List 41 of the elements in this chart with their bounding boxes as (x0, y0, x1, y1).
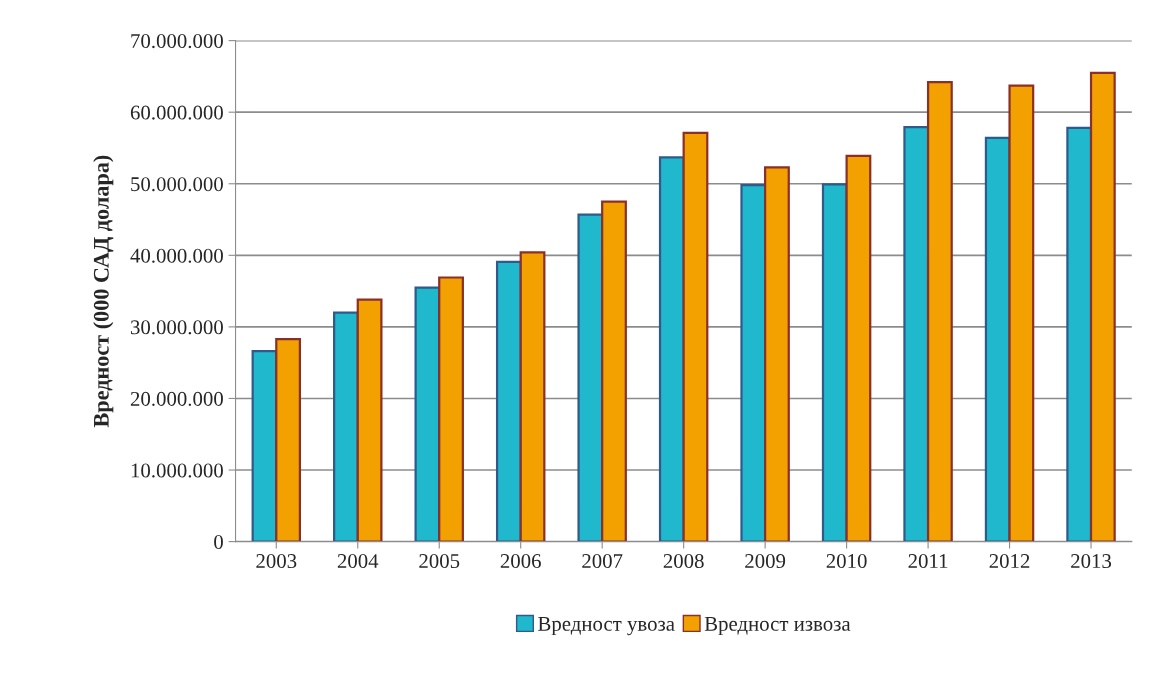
x-tick-label: 2007 (582, 554, 623, 569)
x-tick-label: 2003 (256, 554, 297, 569)
bar (275, 337, 302, 542)
y-tick-label: 40.000.000 (130, 248, 223, 263)
y-axis-title: Вредност (000 САД долара) (93, 155, 114, 428)
bar (577, 213, 604, 542)
bar (495, 260, 522, 542)
x-tick-label: 2005 (419, 554, 460, 569)
bar (356, 298, 383, 542)
x-tick-label: 2008 (663, 554, 704, 569)
bar (926, 81, 953, 542)
y-tick-label: 60.000.000 (130, 105, 223, 120)
y-tick-label: 30.000.000 (130, 320, 223, 335)
y-tick-label: 50.000.000 (131, 177, 223, 192)
x-tick-label: 2011 (908, 554, 948, 569)
bar (519, 251, 546, 542)
x-tick-label: 2013 (1071, 554, 1112, 569)
bar (333, 311, 359, 542)
x-tick-label: 2006 (500, 554, 541, 569)
bar (1066, 126, 1093, 542)
bar (740, 184, 767, 542)
bar (764, 166, 790, 542)
bar (1008, 84, 1035, 542)
x-tick-label: 2012 (989, 554, 1030, 569)
legend-label: Вредност увоза (538, 617, 675, 636)
x-tick-label: 2009 (745, 554, 786, 569)
bar (601, 200, 627, 542)
y-tick-label: 70.000.000 (131, 33, 223, 49)
bar (682, 131, 709, 542)
bar (658, 156, 685, 542)
bar (845, 154, 872, 542)
legend-label: Вредност извоза (704, 617, 851, 636)
y-tick-label: 0 (214, 534, 223, 550)
x-tick-label: 2004 (337, 554, 379, 569)
bar (414, 286, 441, 542)
bar (438, 276, 464, 542)
bar (903, 126, 930, 542)
bar (1089, 71, 1116, 542)
y-tick-label: 20.000.000 (130, 391, 223, 406)
x-tick-label: 2010 (826, 554, 867, 569)
y-tick-label: 10.000.000 (131, 463, 223, 478)
